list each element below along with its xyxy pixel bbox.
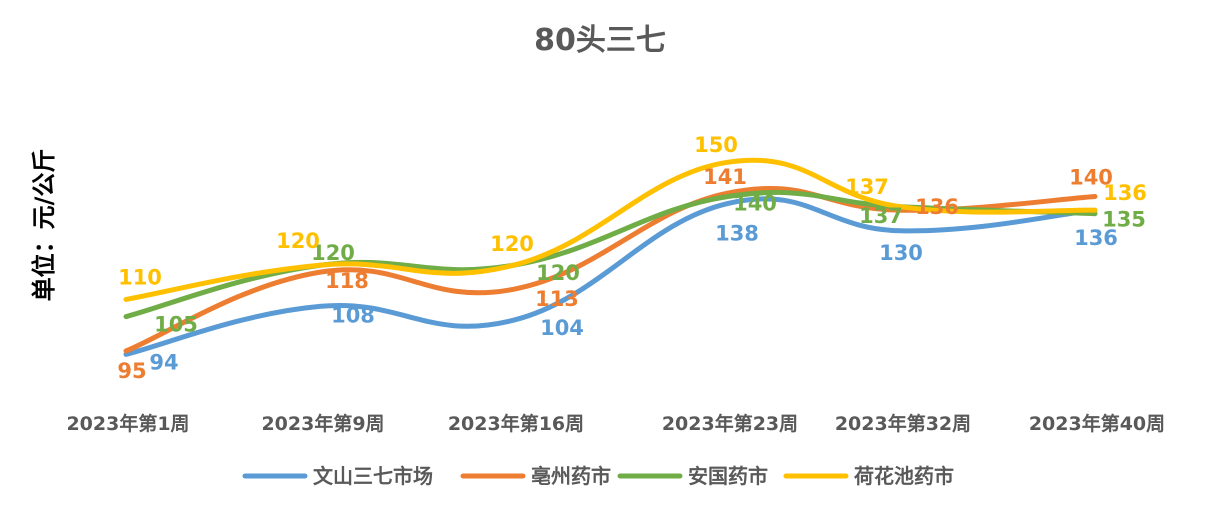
legend-label: 安国药市 <box>688 464 768 488</box>
legend: 文山三七市场 亳州药市 安国药市 荷花池药市 <box>242 464 954 488</box>
data-label: 105 <box>154 313 198 337</box>
data-label: 120 <box>276 229 320 253</box>
data-label: 120 <box>311 241 355 265</box>
data-label: 94 <box>149 350 178 374</box>
data-label: 135 <box>1102 208 1146 232</box>
data-label: 140 <box>733 191 777 215</box>
data-label: 137 <box>859 204 903 228</box>
data-label: 118 <box>325 269 369 293</box>
legend-item: 安国药市 <box>617 464 768 488</box>
data-label: 138 <box>715 221 759 245</box>
legend-item: 文山三七市场 <box>242 464 433 488</box>
x-tick-label: 2023年第16周 <box>448 412 584 435</box>
data-label: 140 <box>1069 165 1113 189</box>
legend-label: 文山三七市场 <box>313 464 433 488</box>
series-lines <box>123 157 1098 357</box>
x-tick-label: 2023年第23周 <box>662 412 798 435</box>
data-label: 136 <box>1074 226 1118 250</box>
data-label: 120 <box>490 232 534 256</box>
data-label: 113 <box>535 287 579 311</box>
data-label: 137 <box>845 175 889 199</box>
legend-label: 亳州药市 <box>531 464 611 488</box>
data-label: 136 <box>915 195 959 219</box>
data-label: 136 <box>1103 181 1147 205</box>
data-label: 141 <box>703 165 747 189</box>
legend-label: 荷花池药市 <box>854 464 954 488</box>
data-label: 95 <box>117 359 146 383</box>
series-line-3 <box>123 157 1098 302</box>
legend-item: 亳州药市 <box>460 464 611 488</box>
data-label: 120 <box>536 261 580 285</box>
x-tick-label: 2023年第1周 <box>66 412 189 435</box>
x-tick-label: 2023年第32周 <box>835 412 971 435</box>
chart-title: 80头三七 <box>534 23 666 58</box>
x-tick-label: 2023年第9周 <box>261 412 384 435</box>
legend-item: 荷花池药市 <box>783 464 954 488</box>
data-labels: 9410810413813013695118113141136140105120… <box>117 133 1147 383</box>
data-label: 150 <box>694 133 738 157</box>
data-label: 104 <box>540 316 584 340</box>
data-label: 110 <box>118 265 162 289</box>
y-axis-label: 单位：元/公斤 <box>30 149 58 302</box>
data-label: 108 <box>331 303 375 327</box>
x-axis-ticks: 2023年第1周 2023年第9周 2023年第16周 2023年第23周 2023年第… <box>66 412 1165 435</box>
series-line-0 <box>123 196 1098 357</box>
data-label: 130 <box>879 241 923 265</box>
x-tick-label: 2023年第40周 <box>1029 412 1165 435</box>
